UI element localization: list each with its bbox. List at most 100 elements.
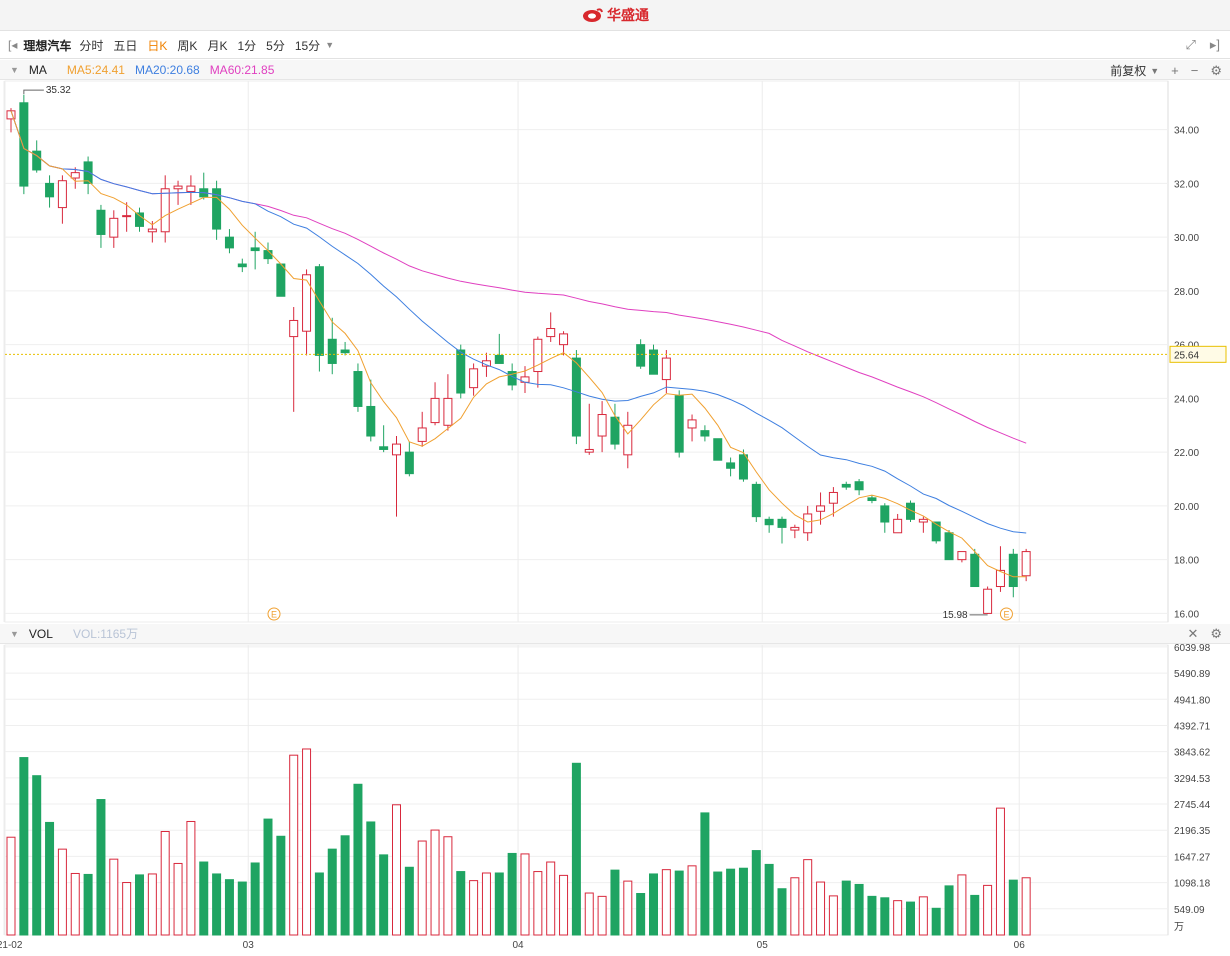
fullscreen-icon[interactable]: ⤢: [1185, 37, 1196, 52]
candle-body: [803, 513, 813, 534]
low-price-label: 15.98: [943, 610, 968, 621]
volume-bar: [6, 836, 16, 936]
candle-body: [212, 188, 222, 230]
volume-bar: [533, 871, 543, 936]
volume-tick-label: 2196.35: [1174, 826, 1211, 837]
candle-body: [96, 209, 106, 235]
vol-settings-gear-icon[interactable]: ⚙: [1210, 626, 1222, 641]
price-tick-label: 28.00: [1174, 287, 1199, 298]
x-axis-label: 04: [513, 940, 525, 951]
period-dropdown-icon[interactable]: ▼: [325, 40, 335, 50]
candle-body: [738, 454, 748, 480]
candle-body: [867, 497, 877, 502]
price-tick-label: 24.00: [1174, 394, 1199, 405]
period-tab-intraday[interactable]: 分时: [79, 38, 104, 53]
volume-bar: [559, 874, 569, 936]
candle-body: [430, 397, 440, 424]
volume-bar: [32, 775, 42, 936]
volume-tick-label: 4941.80: [1174, 695, 1211, 706]
volume-bar: [713, 871, 723, 936]
current-price-label: 25.64: [1174, 350, 1199, 361]
volume-bar: [674, 870, 684, 936]
volume-bar: [19, 757, 29, 936]
collapse-panel-icon[interactable]: [◂: [8, 38, 18, 52]
candle-body: [584, 448, 594, 453]
ma-indicator-name[interactable]: MA: [28, 62, 47, 77]
volume-bar: [224, 879, 234, 936]
candle-body: [469, 368, 479, 389]
vol-value: VOL:1165万: [72, 627, 139, 641]
candle-body: [790, 526, 800, 531]
volume-bar: [571, 762, 581, 936]
candle-body: [340, 349, 350, 354]
volume-bar: [135, 874, 144, 936]
volume-bar: [70, 872, 80, 936]
period-tab-5min[interactable]: 5分: [266, 38, 285, 53]
candle-body: [906, 502, 915, 520]
volume-bar: [289, 754, 299, 936]
toolbar: [◂ 理想汽车 分时 五日 日K 周K 月K 1分 5分 15分 ▼ ⤢ ▸]: [0, 32, 1230, 59]
candle-body: [224, 236, 234, 249]
earnings-event-label: E: [1003, 610, 1009, 620]
close-vol-icon[interactable]: ✕: [1187, 626, 1199, 641]
candle-body: [546, 328, 556, 338]
candle-body: [687, 419, 697, 429]
candle-body: [597, 414, 607, 437]
period-tab-5day[interactable]: 五日: [113, 38, 138, 53]
volume-bar: [777, 888, 787, 936]
volume-bar: [854, 883, 864, 936]
ma-panel-header: ▼ MA MA5:24.41 MA20:20.68 MA60:21.85 前复权…: [0, 60, 1230, 80]
zoom-in-icon[interactable]: +: [1171, 63, 1179, 78]
volume-bar: [610, 869, 620, 936]
period-tab-weekly[interactable]: 周K: [177, 38, 198, 53]
adjust-select[interactable]: 前复权: [1110, 64, 1147, 78]
volume-bar: [623, 880, 633, 936]
candle-body: [83, 161, 93, 184]
volume-bar: [751, 850, 761, 936]
candle-body: [816, 505, 826, 512]
volume-bar: [417, 840, 427, 936]
price-plot-area: [4, 80, 1169, 623]
candle-body: [764, 518, 774, 526]
volume-bar: [880, 897, 890, 936]
candle-body: [147, 228, 157, 233]
candle-body: [944, 532, 954, 561]
candle-body: [726, 462, 736, 469]
volume-bar: [276, 835, 286, 936]
period-tab-1min[interactable]: 1分: [237, 38, 257, 53]
settings-gear-icon[interactable]: ⚙: [1210, 62, 1222, 78]
vol-indicator-name[interactable]: VOL: [28, 626, 53, 641]
zoom-out-icon[interactable]: −: [1190, 63, 1199, 78]
period-tab-monthly[interactable]: 月K: [207, 38, 228, 53]
volume-bar: [366, 821, 376, 936]
candle-body: [995, 569, 1005, 588]
volume-tick-label: 5490.89: [1174, 669, 1211, 680]
volume-bar: [918, 896, 928, 936]
candle-body: [636, 344, 646, 367]
volume-bar: [404, 866, 414, 936]
volume-bar: [764, 863, 774, 936]
candle-body: [276, 263, 286, 297]
brand-name: 华盛通: [607, 7, 649, 23]
candle-body: [649, 349, 658, 375]
high-price-label: 35.32: [46, 85, 71, 96]
volume-tick-label: 4392.71: [1174, 721, 1211, 732]
candle-body: [893, 518, 903, 534]
adjust-dropdown-icon[interactable]: ▼: [1150, 65, 1160, 76]
candle-body: [494, 354, 504, 364]
period-tab-15min[interactable]: 15分: [294, 38, 321, 53]
vol-collapse-icon[interactable]: ▼: [10, 628, 19, 639]
volume-bar: [45, 821, 55, 936]
volume-bar: [173, 862, 183, 936]
earnings-event-label: E: [271, 610, 277, 620]
expand-panel-icon[interactable]: ▸]: [1209, 37, 1220, 52]
candle-body: [559, 333, 569, 346]
volume-bar: [392, 804, 401, 936]
ma-collapse-icon[interactable]: ▼: [10, 64, 19, 75]
volume-bar: [237, 881, 247, 936]
period-tab-daily[interactable]: 日K: [147, 38, 168, 53]
candle-body: [700, 430, 710, 437]
volume-bar: [687, 865, 697, 936]
current-price-box: [1169, 345, 1227, 363]
